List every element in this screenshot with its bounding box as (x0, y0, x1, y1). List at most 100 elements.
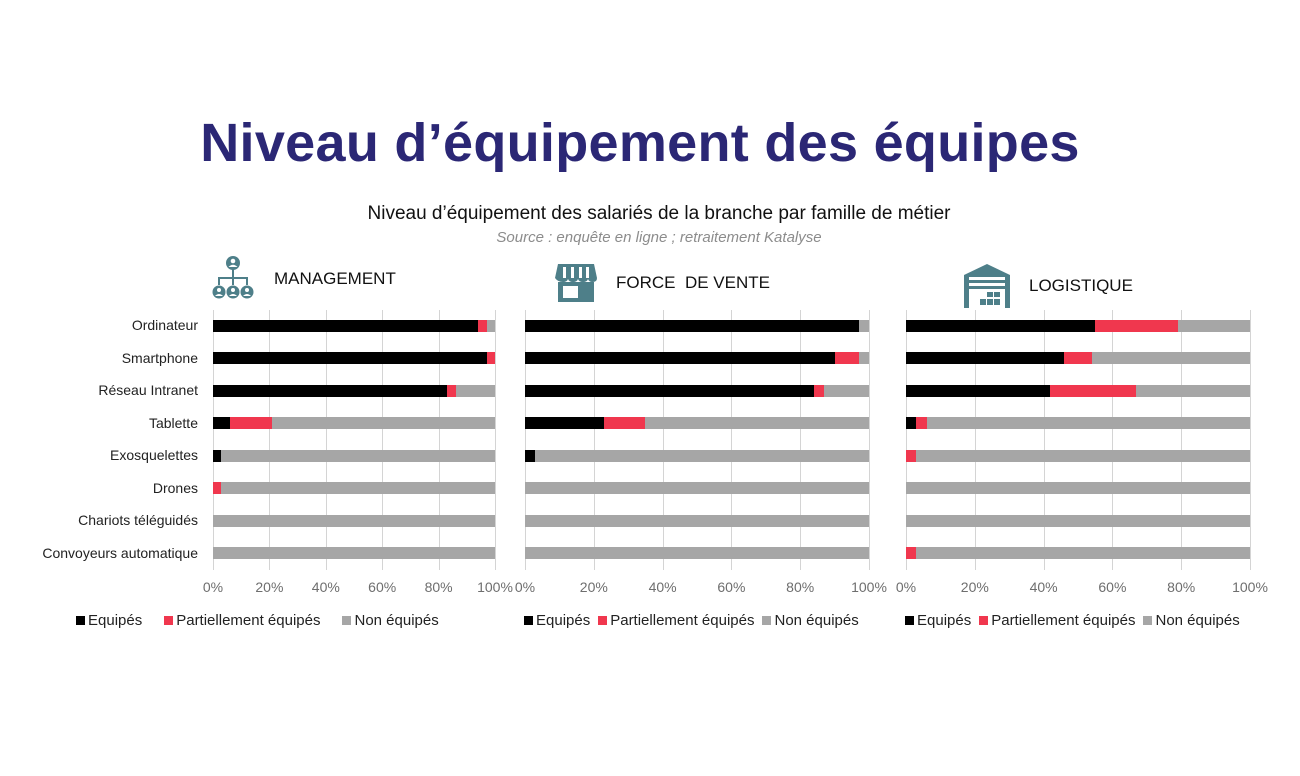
bar-ordinateur (213, 320, 495, 332)
bar-segment (1136, 385, 1250, 397)
bar-segment (926, 417, 1250, 429)
bar-segment (906, 547, 917, 559)
panel-header-management: MANAGEMENT (210, 256, 396, 302)
x-tick-label: 20% (255, 579, 284, 595)
category-label: Drones (152, 480, 198, 496)
bar-exosquelettes (213, 450, 495, 462)
gridline (975, 310, 976, 570)
bar-drones (525, 482, 869, 494)
legend-item-non: Non équipés (342, 612, 439, 629)
bar-chariots-t-l-guid-s (213, 515, 495, 527)
chart-logistique (906, 310, 1251, 570)
legend-swatch (342, 616, 352, 625)
gridline (906, 310, 907, 570)
bar-segment (213, 547, 495, 559)
legend-swatch (598, 616, 608, 625)
bar-segment (213, 417, 230, 429)
bar-segment (455, 385, 495, 397)
category-label: Convoyeurs automatique (42, 545, 198, 561)
x-tick-label: 60% (1098, 579, 1127, 595)
panel-title: MANAGEMENT (274, 269, 396, 288)
bar-r-seau-intranet (213, 385, 495, 397)
bar-segment (447, 385, 456, 397)
y-axis-categories: Ordinateur Smartphone Réseau Intranet Ta… (0, 310, 198, 570)
x-tick-label: 40% (1029, 579, 1058, 595)
x-tick-label: 0% (514, 579, 536, 595)
bar-ordinateur (525, 320, 869, 332)
gridline (326, 310, 327, 570)
warehouse-icon (964, 264, 1010, 308)
bar-segment (213, 385, 448, 397)
bar-segment (221, 482, 495, 494)
bar-ordinateur (906, 320, 1250, 332)
bar-segment (213, 482, 222, 494)
bar-segment (525, 320, 859, 332)
legend-swatch (762, 616, 772, 625)
bar-segment (525, 515, 869, 527)
gridline (663, 310, 664, 570)
legend-swatch (164, 616, 174, 625)
legend-item-partiellement: Partiellement équipés (164, 612, 320, 629)
bar-smartphone (213, 352, 495, 364)
bar-segment (1091, 352, 1250, 364)
category-label: Réseau Intranet (98, 382, 198, 398)
gridline (731, 310, 732, 570)
category-label: Tablette (148, 415, 198, 431)
x-tick-label: 20% (579, 579, 608, 595)
bar-segment (525, 385, 814, 397)
bar-segment (916, 417, 927, 429)
legend-logistique: Equipés Partiellement équipés Non équipé… (905, 612, 1240, 629)
bar-r-seau-intranet (906, 385, 1250, 397)
bar-segment (213, 450, 222, 462)
chart-subtitle: Niveau d’équipement des salariés de la b… (367, 203, 951, 224)
chart-management (213, 310, 496, 570)
bar-segment (535, 450, 869, 462)
bar-segment (906, 417, 917, 429)
gridline (525, 310, 526, 570)
panel-header-logistique: LOGISTIQUE (963, 263, 1133, 309)
x-tick-label: 20% (960, 579, 989, 595)
gridline (495, 310, 496, 570)
bar-segment (813, 385, 825, 397)
bar-exosquelettes (906, 450, 1250, 462)
chart-source: Source : enquête en ligne ; retraitement… (496, 229, 822, 246)
gridline (1044, 310, 1045, 570)
bar-segment (229, 417, 273, 429)
bar-segment (604, 417, 646, 429)
legend-item-partiellement: Partiellement équipés (979, 612, 1135, 629)
bar-drones (213, 482, 495, 494)
x-tick-label: 60% (368, 579, 397, 595)
bar-drones (906, 482, 1250, 494)
legend-item-partiellement: Partiellement équipés (598, 612, 754, 629)
bar-segment (906, 482, 1250, 494)
bar-smartphone (906, 352, 1250, 364)
category-label: Chariots téléguidés (78, 512, 198, 528)
bar-segment (858, 352, 869, 364)
org-chart-icon (212, 256, 254, 299)
bar-segment (834, 352, 859, 364)
bar-segment (486, 352, 495, 364)
legend-swatch (524, 616, 533, 625)
bar-segment (906, 320, 1096, 332)
bar-segment (916, 547, 1250, 559)
bar-segment (525, 482, 869, 494)
category-label: Exosquelettes (110, 447, 198, 463)
bar-segment (916, 450, 1250, 462)
page-title: Niveau d’équipement des équipes (200, 113, 1080, 173)
legend-item-equipes: Equipés (76, 612, 142, 629)
bar-segment (824, 385, 869, 397)
legend-item-equipes: Equipés (524, 612, 590, 629)
legend-swatch (979, 616, 989, 625)
bar-r-seau-intranet (525, 385, 869, 397)
bar-segment (525, 352, 835, 364)
bar-exosquelettes (525, 450, 869, 462)
panel-title: FORCE DE VENTE (616, 273, 770, 292)
bar-segment (213, 320, 479, 332)
bar-segment (525, 417, 605, 429)
panel-title: LOGISTIQUE (1029, 276, 1133, 295)
panel-header-force-de-vente: FORCE DE VENTE (554, 262, 770, 304)
bar-convoyeurs-automatique (906, 547, 1250, 559)
bar-segment (213, 352, 487, 364)
legend-swatch (76, 616, 85, 625)
gridline (1112, 310, 1113, 570)
